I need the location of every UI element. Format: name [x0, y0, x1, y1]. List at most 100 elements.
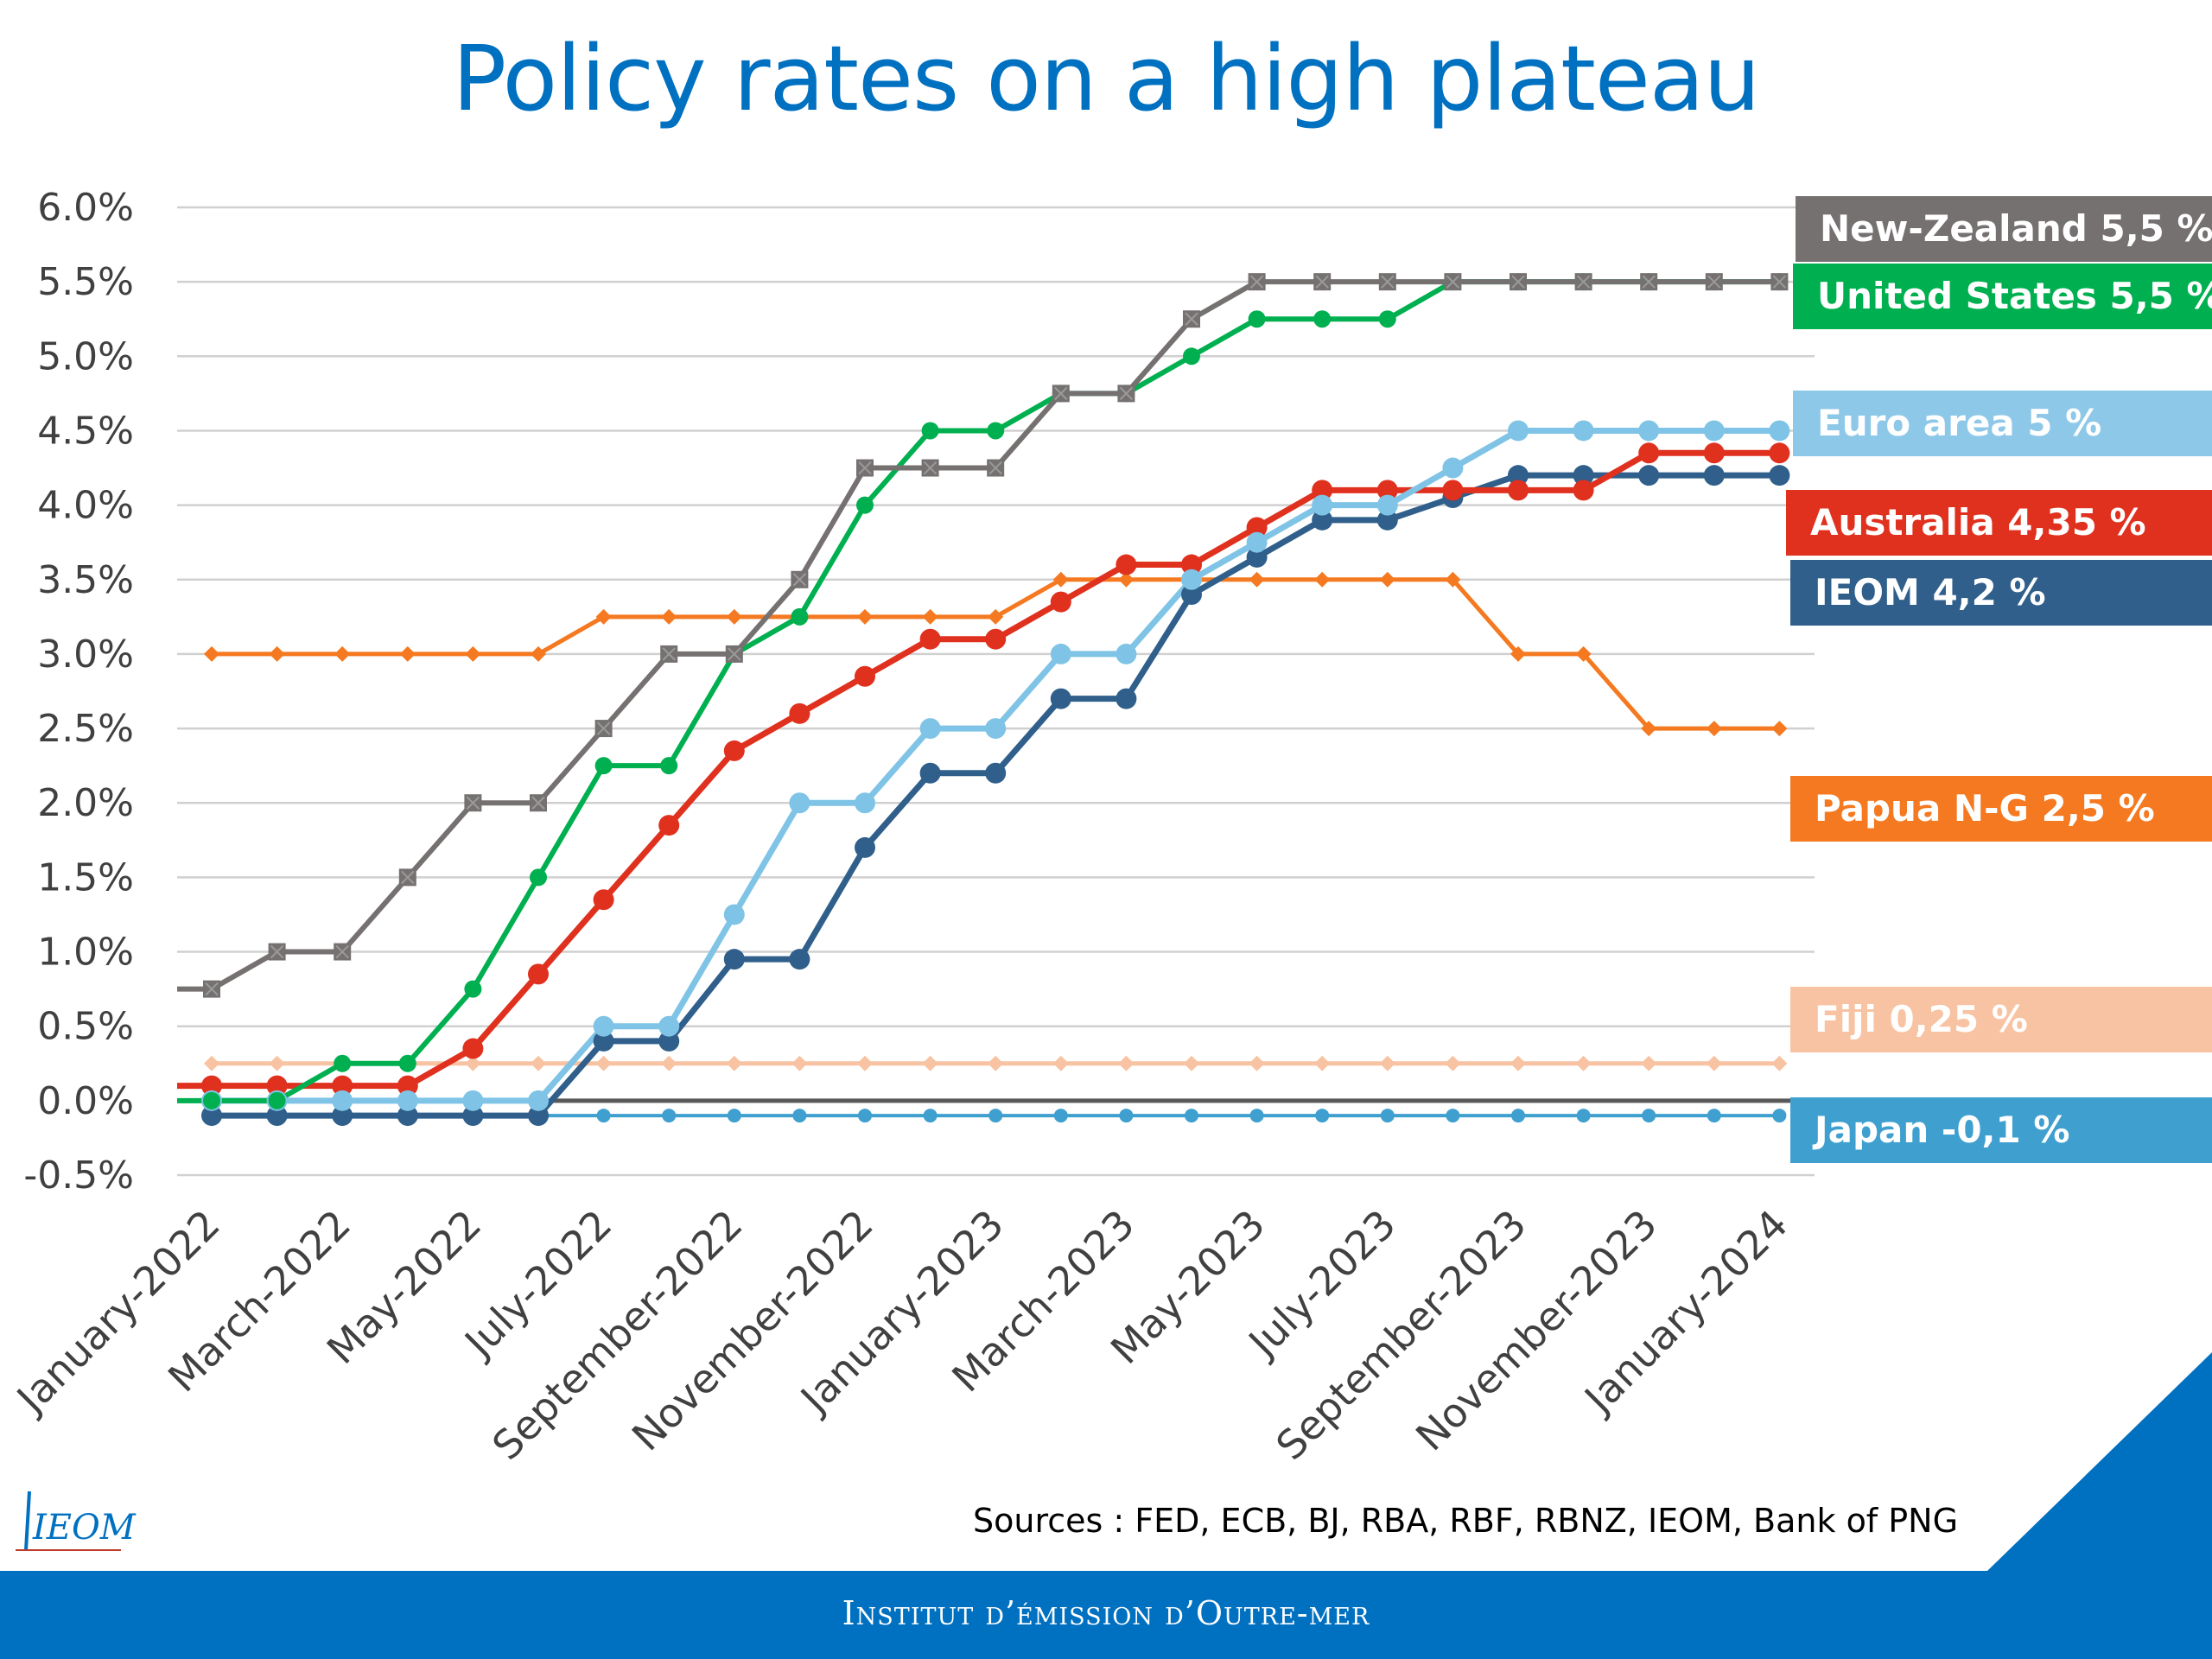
data-point-cross	[728, 647, 741, 661]
data-point	[1312, 480, 1333, 501]
data-point	[1638, 465, 1660, 486]
data-point-cross	[1054, 386, 1068, 401]
data-point	[595, 608, 612, 625]
data-point	[988, 1109, 1003, 1123]
data-point	[1576, 1109, 1591, 1123]
data-point	[1181, 554, 1202, 575]
data-point	[1053, 1109, 1068, 1123]
y-tick-label: 5.0%	[37, 334, 134, 378]
data-point	[1574, 273, 1592, 291]
data-point	[660, 645, 678, 663]
data-point-cross	[662, 647, 676, 661]
data-point	[789, 702, 810, 724]
series-line	[177, 449, 1780, 1090]
data-point	[789, 949, 810, 970]
data-point	[855, 665, 875, 687]
data-point	[201, 1105, 222, 1127]
series-markers	[201, 273, 1790, 1127]
data-point	[791, 570, 809, 588]
data-point	[1703, 420, 1725, 442]
data-point	[1185, 1109, 1198, 1123]
data-point	[1313, 273, 1332, 291]
data-point-cross	[1249, 275, 1264, 289]
data-point	[1379, 1055, 1395, 1071]
data-point	[1181, 584, 1202, 605]
data-point	[1050, 688, 1071, 709]
data-point	[528, 963, 549, 985]
data-point	[204, 1055, 219, 1071]
data-point	[266, 1105, 288, 1127]
y-tick-label: 5.5%	[37, 260, 134, 304]
data-point	[397, 1090, 418, 1111]
data-point	[1118, 1055, 1135, 1071]
y-tick-label: 4.5%	[37, 409, 134, 453]
data-point	[1117, 385, 1135, 403]
data-point-cross	[1642, 275, 1656, 289]
data-point	[921, 422, 939, 440]
data-point	[1050, 591, 1071, 613]
data-point	[1446, 1109, 1460, 1123]
data-point	[593, 1015, 614, 1037]
label-australia: Australia 4,35 %	[1786, 490, 2212, 556]
data-point	[1315, 1109, 1330, 1123]
label-new-zealand: New-Zealand 5,5 %	[1796, 196, 2212, 262]
y-tick-label: 2.5%	[37, 707, 134, 751]
data-point	[462, 1090, 484, 1111]
data-point	[1769, 465, 1790, 486]
data-point	[1640, 273, 1658, 291]
label-papua-ng: Papua N-G 2,5 %	[1790, 776, 2212, 842]
data-point	[792, 1109, 807, 1123]
data-point-cross	[988, 461, 1002, 475]
data-point	[1638, 442, 1660, 464]
data-point	[857, 608, 873, 625]
data-point	[1510, 1055, 1526, 1071]
data-point	[1706, 721, 1722, 737]
data-point	[985, 718, 1007, 740]
data-point	[1707, 1109, 1721, 1123]
data-point	[1378, 310, 1396, 328]
data-point	[269, 645, 285, 662]
data-point-cross	[1576, 275, 1591, 289]
data-point	[658, 1030, 680, 1052]
data-point	[1445, 1055, 1461, 1071]
data-point	[658, 815, 680, 836]
data-point-cross	[1511, 275, 1525, 289]
data-point	[1118, 571, 1135, 588]
data-point	[1769, 420, 1790, 442]
data-point	[1312, 509, 1333, 531]
data-point	[530, 794, 547, 812]
data-point	[397, 1105, 418, 1127]
data-point	[1575, 1055, 1592, 1071]
data-point	[1706, 1055, 1722, 1071]
data-point	[922, 1055, 938, 1071]
y-tick-label: 1.5%	[37, 855, 134, 899]
data-point-cross	[923, 461, 938, 475]
data-point	[1638, 420, 1660, 442]
data-point	[1248, 273, 1266, 291]
data-point-cross	[1315, 275, 1329, 289]
data-point	[1116, 554, 1137, 575]
data-point-cross	[335, 944, 349, 959]
data-point	[923, 1109, 938, 1123]
data-point-cross	[596, 721, 611, 735]
data-point	[1508, 465, 1529, 486]
data-point-cross	[401, 870, 415, 885]
data-point-cross	[270, 944, 284, 959]
data-point	[465, 1055, 481, 1071]
data-point	[530, 868, 547, 887]
data-point	[919, 718, 941, 740]
data-point	[1510, 645, 1526, 662]
data-point	[594, 757, 613, 775]
y-tick-label: 1.0%	[37, 931, 134, 975]
data-point	[658, 1015, 680, 1037]
data-point-cross	[1772, 275, 1787, 289]
data-point	[1376, 494, 1398, 516]
data-point	[855, 792, 875, 814]
data-point	[1249, 571, 1265, 588]
data-point	[1248, 310, 1266, 328]
data-point-cross	[466, 796, 480, 810]
data-point	[1246, 546, 1268, 568]
data-point	[725, 645, 743, 663]
data-point	[1116, 688, 1137, 709]
